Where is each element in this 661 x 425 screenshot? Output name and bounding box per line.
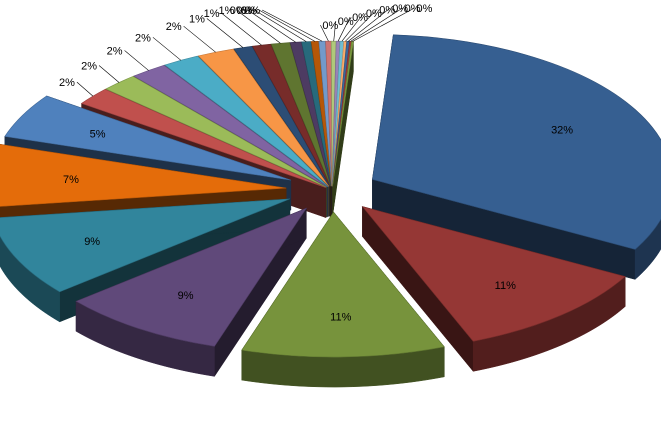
pie-slice	[80, 88, 326, 188]
slice-data-label: 0%	[322, 20, 338, 32]
leader-line	[124, 50, 149, 71]
leader-line	[258, 9, 316, 42]
slice-data-label: 0%	[230, 5, 246, 17]
slice-data-label: 2%	[81, 60, 97, 72]
pie-slice	[361, 206, 626, 342]
slice-data-label: 9%	[84, 236, 100, 248]
slice-data-label: 0%	[236, 5, 252, 17]
leader-line	[337, 17, 351, 42]
slice-data-label: 1%	[204, 8, 220, 20]
leader-line	[76, 81, 94, 97]
slice-data-label: 0%	[352, 12, 368, 24]
slice-data-label: 0%	[379, 4, 395, 16]
slice-data-label: 0%	[417, 3, 433, 15]
pie-slice	[4, 95, 291, 181]
pie-slice	[75, 207, 308, 347]
slice-data-label: 0%	[244, 5, 260, 17]
slice-data-label: 0%	[241, 5, 257, 17]
slice-data-label: 2%	[166, 21, 182, 33]
slice-data-label: 2%	[107, 45, 123, 57]
leader-line	[348, 7, 391, 42]
pie-slice	[372, 34, 661, 250]
pie-slice	[251, 43, 331, 187]
leader-line	[152, 37, 182, 61]
leader-line	[341, 13, 365, 42]
slice-data-label: 2%	[135, 32, 151, 44]
slice-data-label: 0%	[338, 16, 354, 28]
slice-data-label: 11%	[330, 311, 351, 323]
leader-line	[206, 18, 244, 48]
leader-line	[247, 9, 296, 43]
leader-line	[236, 9, 281, 44]
slice-data-label: 0%	[405, 3, 421, 15]
leader-line	[183, 25, 216, 53]
leader-line	[333, 21, 337, 42]
leader-line	[254, 9, 307, 42]
leader-line	[98, 65, 120, 83]
slice-data-label: 0%	[392, 3, 408, 15]
slice-data-label: 1%	[219, 5, 235, 17]
leader-line	[320, 25, 329, 42]
leader-line	[262, 9, 323, 42]
slice-data-label: 2%	[59, 77, 75, 89]
slice-data-label: 11%	[495, 280, 516, 292]
leader-line	[221, 12, 262, 46]
slice-data-label: 9%	[178, 290, 194, 302]
slice-data-label: 5%	[90, 129, 106, 141]
leader-line	[350, 7, 403, 42]
slice-data-label: 7%	[63, 174, 79, 186]
slice-data-label: 0%	[366, 8, 382, 20]
leader-line	[352, 7, 415, 42]
slice-data-label: 1%	[189, 14, 205, 26]
leader-line-layer	[76, 7, 415, 97]
leader-line	[345, 9, 378, 42]
pie-slice	[197, 48, 330, 187]
pie-slice	[0, 198, 291, 293]
pie-slice	[241, 211, 445, 358]
slice-data-label: 32%	[551, 125, 573, 137]
pie-slice	[0, 144, 287, 207]
slice-edge	[634, 218, 661, 280]
data-label-layer: 32%11%11%9%9%7%5%2%2%2%2%2%1%1% 1%0%0%0%0…	[59, 3, 573, 323]
